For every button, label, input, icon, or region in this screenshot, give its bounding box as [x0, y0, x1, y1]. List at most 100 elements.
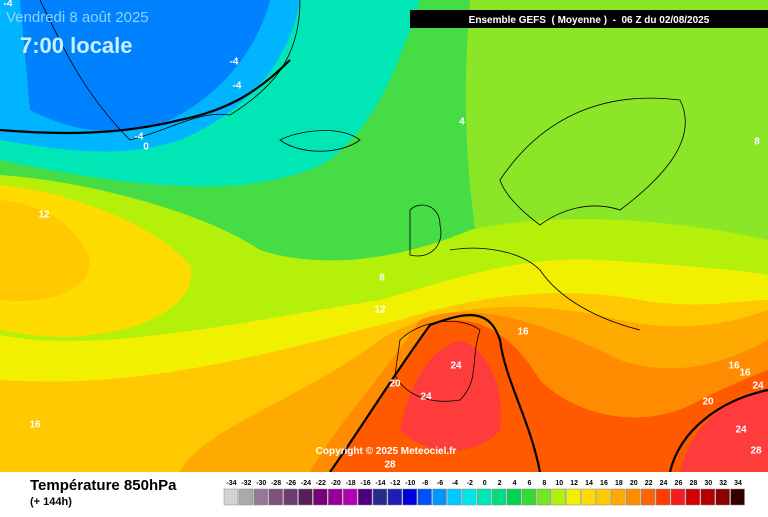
- legend-swatch: [655, 488, 671, 506]
- legend-swatch: [223, 488, 239, 506]
- contour-lines: [0, 59, 768, 473]
- legend-label: -24: [301, 480, 311, 487]
- legend-label: -2: [467, 480, 473, 487]
- legend-swatch: [551, 488, 566, 506]
- contour-label: -4: [135, 132, 144, 143]
- contour-label: 0: [143, 142, 149, 153]
- legend-swatch: [566, 488, 581, 506]
- legend-swatch: [477, 488, 492, 506]
- copyright: Copyright © 2025 Meteociel.fr: [316, 446, 457, 457]
- temperature-field: [0, 0, 768, 472]
- legend-label: 26: [675, 480, 683, 487]
- contour-label: 24: [735, 425, 747, 436]
- legend-swatch: [298, 488, 313, 506]
- legend-swatch: [387, 488, 403, 506]
- legend-label: 28: [689, 480, 697, 487]
- legend-swatch: [506, 488, 522, 506]
- legend-label: -4: [452, 480, 458, 487]
- legend-label: 10: [555, 480, 563, 487]
- legend-label: -10: [405, 480, 415, 487]
- legend-label: 14: [585, 480, 593, 487]
- legend-label: -26: [286, 480, 296, 487]
- legend-label: -32: [241, 480, 251, 487]
- legend-swatch: [611, 488, 626, 506]
- legend-swatch: [462, 488, 477, 506]
- legend-swatch: [640, 488, 656, 506]
- contour-label: 20: [702, 397, 714, 408]
- contour-label: 16: [517, 327, 529, 338]
- legend-swatch: [447, 488, 462, 506]
- legend-swatch: [268, 488, 283, 506]
- legend-swatch: [328, 488, 343, 506]
- legend-swatch: [581, 488, 596, 506]
- legend-label: -30: [256, 480, 266, 487]
- legend-swatch: [536, 488, 552, 506]
- legend-label: 34: [734, 480, 742, 487]
- contour-label: 16: [728, 361, 740, 372]
- contour-label: 12: [374, 305, 386, 316]
- legend-label: 30: [704, 480, 712, 487]
- legend-swatch: [253, 488, 268, 506]
- legend-label: -6: [437, 480, 443, 487]
- legend-label: 2: [498, 480, 502, 487]
- legend-swatch: [491, 488, 507, 506]
- legend-swatch: [715, 488, 730, 506]
- legend-label: -16: [360, 480, 370, 487]
- legend-label: 24: [660, 480, 668, 487]
- legend-label: -34: [226, 480, 236, 487]
- local-time: 7:00 locale: [20, 33, 133, 58]
- contour-label: 28: [750, 446, 762, 457]
- legend-label: 18: [615, 480, 623, 487]
- legend-label: 4: [513, 480, 517, 487]
- contour-label: -4: [230, 57, 239, 68]
- contour-label: 24: [420, 392, 432, 403]
- legend-label: -14: [375, 480, 385, 487]
- legend-label: 22: [645, 480, 653, 487]
- contour-label: 8: [379, 273, 385, 284]
- legend-label: 0: [483, 480, 487, 487]
- legend-label: -28: [271, 480, 281, 487]
- legend-swatch: [357, 488, 373, 506]
- legend-swatch: [342, 488, 358, 506]
- legend-swatch: [626, 488, 641, 506]
- forecast-date: Vendredi 8 août 2025: [6, 9, 149, 26]
- legend-label: 16: [600, 480, 608, 487]
- legend-label: -8: [422, 480, 428, 487]
- legend-swatch: [700, 488, 715, 506]
- forecast-lead: (+ 144h): [30, 496, 72, 508]
- contour-label: 24: [752, 381, 764, 392]
- legend-label: -18: [346, 480, 356, 487]
- contour-label: 16: [29, 420, 41, 431]
- contour-label: -4: [233, 81, 242, 92]
- legend-label: -22: [316, 480, 326, 487]
- legend-swatch: [670, 488, 686, 506]
- legend-swatch: [313, 488, 328, 506]
- legend-label: 6: [527, 480, 531, 487]
- legend-swatch: [521, 488, 537, 506]
- footer-title: Température 850hPa: [30, 477, 177, 494]
- model-banner: [410, 10, 768, 28]
- legend-swatch: [283, 488, 298, 506]
- contour-label: 12: [38, 210, 50, 221]
- legend-swatch: [417, 488, 432, 506]
- legend-label: 12: [570, 480, 578, 487]
- legend-swatch: [730, 488, 745, 506]
- legend-swatch: [372, 488, 388, 506]
- legend-swatch: [402, 488, 417, 506]
- model-info: Ensemble GEFS ( Moyenne ) - 06 Z du 02/0…: [469, 15, 710, 26]
- legend-swatch: [432, 488, 447, 506]
- legend-label: -20: [331, 480, 341, 487]
- legend-swatch: [685, 488, 701, 506]
- legend-label: 8: [542, 480, 546, 487]
- legend-label: 32: [719, 480, 727, 487]
- legend-swatch: [596, 488, 611, 506]
- contour-label: -4: [4, 0, 13, 10]
- legend-swatch: [238, 488, 254, 506]
- contour-label: 20: [389, 379, 401, 390]
- color-legend: -34 -32 -30 -28 -26 -24 -22 -20 -18 -16 -14 -12 -10-…: [223, 480, 745, 506]
- contour-label: 16: [739, 368, 751, 379]
- contour-label: 28: [384, 460, 396, 471]
- contour-label: 4: [459, 117, 465, 128]
